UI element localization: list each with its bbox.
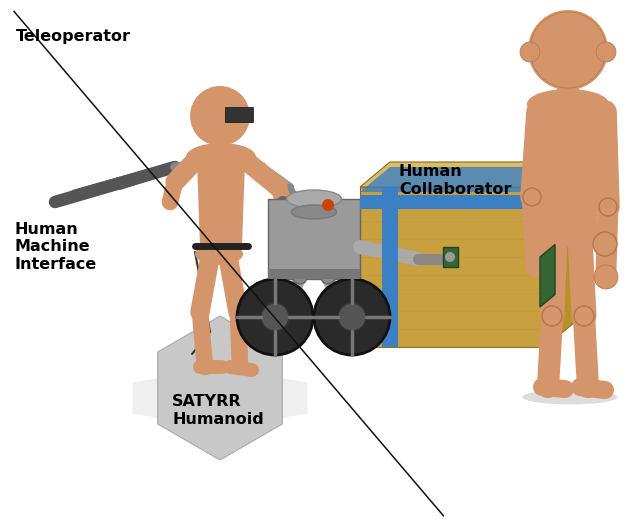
Ellipse shape <box>523 389 618 405</box>
Circle shape <box>276 196 290 210</box>
Text: SATYRR
Humanoid: SATYRR Humanoid <box>172 394 264 426</box>
Polygon shape <box>443 247 458 267</box>
Polygon shape <box>197 162 245 246</box>
Circle shape <box>321 270 335 284</box>
Circle shape <box>322 199 334 211</box>
Ellipse shape <box>186 143 256 171</box>
Circle shape <box>530 12 606 88</box>
Ellipse shape <box>527 89 609 119</box>
Circle shape <box>523 188 541 206</box>
Circle shape <box>594 265 618 289</box>
Polygon shape <box>268 199 360 279</box>
Circle shape <box>596 42 616 62</box>
Polygon shape <box>545 162 575 347</box>
Circle shape <box>520 42 540 62</box>
Circle shape <box>528 10 608 90</box>
Polygon shape <box>360 187 545 347</box>
Polygon shape <box>360 167 575 192</box>
Polygon shape <box>360 195 545 209</box>
Circle shape <box>237 279 313 355</box>
Circle shape <box>445 252 455 262</box>
Ellipse shape <box>535 221 600 247</box>
Text: Human
Collaborator: Human Collaborator <box>399 164 511 197</box>
Circle shape <box>293 270 307 284</box>
Circle shape <box>599 198 617 216</box>
Circle shape <box>314 279 390 355</box>
Polygon shape <box>538 107 598 234</box>
Polygon shape <box>360 162 575 187</box>
Circle shape <box>292 198 308 214</box>
Ellipse shape <box>286 190 341 208</box>
Polygon shape <box>268 269 360 279</box>
Polygon shape <box>132 367 308 429</box>
Circle shape <box>593 232 617 256</box>
Ellipse shape <box>195 243 243 265</box>
Polygon shape <box>382 187 398 347</box>
Circle shape <box>190 86 250 146</box>
Polygon shape <box>158 316 283 460</box>
Polygon shape <box>540 244 555 307</box>
Circle shape <box>338 303 366 331</box>
Text: Teleoperator: Teleoperator <box>16 29 131 44</box>
Circle shape <box>574 306 594 326</box>
Text: Human
Machine
Interface: Human Machine Interface <box>14 222 96 271</box>
Circle shape <box>261 303 289 331</box>
Ellipse shape <box>292 205 336 219</box>
Circle shape <box>542 306 562 326</box>
Polygon shape <box>225 107 253 122</box>
